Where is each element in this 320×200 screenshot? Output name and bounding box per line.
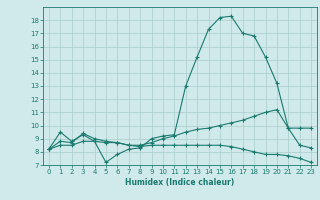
X-axis label: Humidex (Indice chaleur): Humidex (Indice chaleur) xyxy=(125,178,235,187)
